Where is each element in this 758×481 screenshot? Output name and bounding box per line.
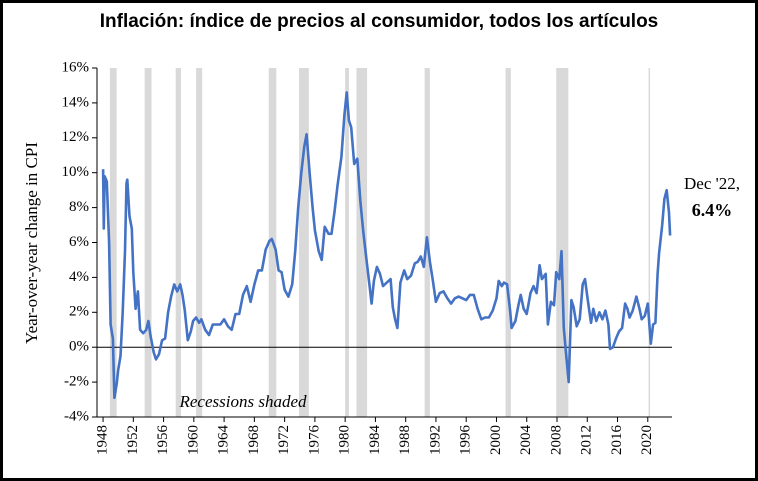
x-tick-label: 1996 (458, 425, 474, 456)
x-tick-label: 1992 (427, 425, 443, 455)
recession-band (175, 68, 181, 417)
x-tick-label: 2000 (488, 425, 504, 455)
recession-band (345, 68, 349, 417)
recession-band (505, 68, 511, 417)
x-tick-label: 2012 (579, 425, 595, 455)
x-tick-label: 1988 (397, 425, 413, 455)
x-tick-label: 1968 (246, 425, 262, 455)
x-tick-label: 2016 (609, 425, 625, 456)
x-tick-label: 1948 (94, 425, 110, 455)
x-tick-label: 1960 (185, 425, 201, 455)
y-tick-label: 6% (69, 234, 89, 250)
recession-band (356, 68, 368, 417)
recession-band (144, 68, 152, 417)
recession-band (299, 68, 309, 417)
recession-band (648, 68, 651, 417)
annotation: 6.4% (692, 200, 733, 220)
x-tick-label: 2004 (518, 425, 534, 456)
y-tick-label: -4% (64, 408, 89, 424)
y-tick-label: 2% (69, 304, 89, 320)
y-tick-label: 4% (69, 269, 89, 285)
recession-band (556, 68, 569, 417)
y-axis-label: Year-over-year change in CPI (22, 142, 41, 344)
chart-title: Inflación: índice de precios al consumid… (100, 11, 659, 32)
y-tick-label: 0% (69, 339, 89, 355)
x-tick-label: 1984 (367, 425, 383, 456)
x-tick-label: 1964 (216, 425, 232, 456)
x-tick-label: 1980 (337, 425, 353, 455)
annotation: Dec '22, (684, 174, 740, 193)
y-tick-label: 14% (62, 94, 90, 110)
line-series (101, 91, 672, 400)
recession-band (196, 68, 203, 417)
y-tick-label: 8% (69, 199, 89, 215)
y-tick-label: 12% (62, 129, 90, 145)
x-tick-label: 1952 (125, 425, 141, 455)
y-tick-label: 10% (62, 164, 90, 180)
x-tick-label: 1972 (276, 425, 292, 455)
x-tick-label: 1976 (306, 425, 322, 456)
x-tick-label: 1956 (155, 425, 171, 456)
recession-band (109, 68, 117, 417)
x-tick-label: 2020 (639, 425, 655, 455)
y-tick-label: -2% (64, 374, 89, 390)
annotation: Recessions shaded (178, 392, 307, 411)
y-tick-label: 16% (62, 59, 90, 75)
x-tick-label: 2008 (548, 425, 564, 455)
